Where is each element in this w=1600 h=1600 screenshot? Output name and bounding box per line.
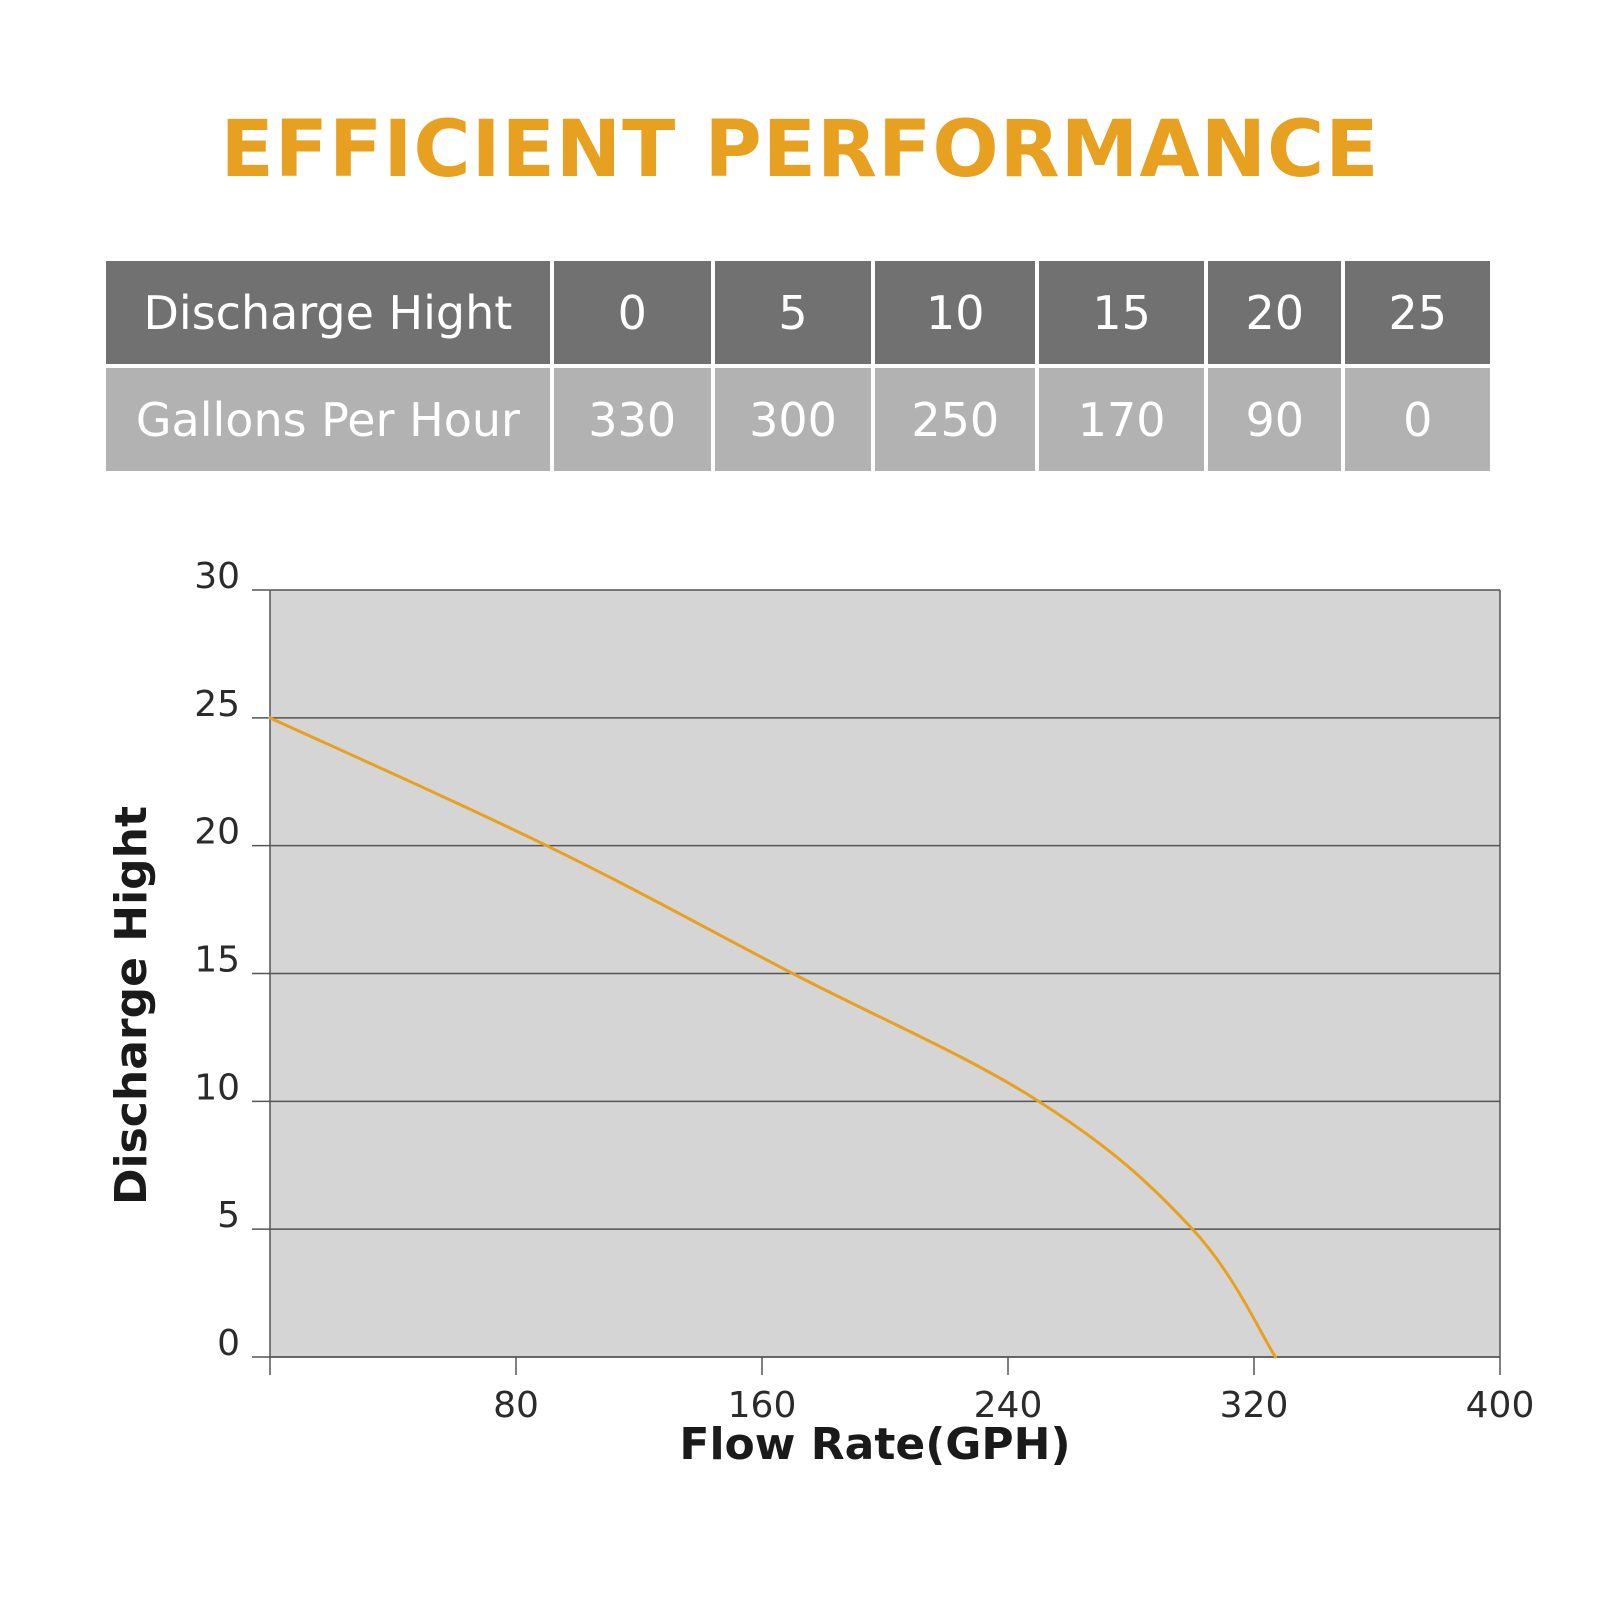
table-cell-height: 10 [875, 261, 1036, 364]
table-cell-gph: 250 [875, 368, 1036, 471]
performance-chart: 0 5 10 15 20 25 30 80 160 240 320 400 Flow Rate(GPH… [106, 556, 1534, 1470]
y-tick-label: 10 [194, 1067, 240, 1108]
y-axis-label: Discharge Hight [106, 806, 157, 1205]
x-tick-label: 240 [974, 1385, 1043, 1426]
x-tick-label: 320 [1220, 1385, 1289, 1426]
axes [269, 590, 1501, 1375]
y-tick-label: 0 [217, 1323, 240, 1364]
y-tick-label: 5 [217, 1195, 240, 1236]
page-title: EFFICIENT PERFORMANCE [220, 105, 1380, 195]
y-tick-label: 25 [194, 684, 240, 725]
y-tick-label: 30 [194, 556, 240, 597]
table-row-discharge-height: Discharge Hight 0 5 10 15 20 25 [106, 261, 1490, 364]
y-tick-label: 15 [194, 940, 240, 981]
table-cell-height: 5 [714, 261, 872, 364]
x-tick-label: 160 [728, 1385, 797, 1426]
table-row-label: Gallons Per Hour [106, 368, 550, 471]
table-cell-gph: 90 [1208, 368, 1342, 471]
performance-table: Discharge Hight 0 5 10 15 20 25 Gallons … [102, 257, 1494, 475]
table-cell-height: 0 [553, 261, 711, 364]
x-tick-label: 400 [1466, 1385, 1535, 1426]
table-cell-gph: 0 [1345, 368, 1490, 471]
table-row-gallons-per-hour: Gallons Per Hour 330 300 250 170 90 0 [106, 368, 1490, 471]
series-layer [268, 716, 1278, 1359]
y-tick-label: 20 [194, 812, 240, 853]
table-cell-height: 25 [1345, 261, 1490, 364]
table-cell-gph: 300 [714, 368, 872, 471]
x-tick-label: 80 [493, 1385, 539, 1426]
tick-labels: 0 5 10 15 20 25 30 80 160 240 320 400 [194, 556, 1534, 1426]
x-axis-label: Flow Rate(GPH) [679, 1419, 1070, 1470]
table-cell-gph: 330 [553, 368, 711, 471]
table-cell-gph: 170 [1039, 368, 1205, 471]
series-line [268, 716, 1278, 1359]
table-cell-height: 15 [1039, 261, 1205, 364]
table-row-label: Discharge Hight [106, 261, 550, 364]
table-cell-height: 20 [1208, 261, 1342, 364]
